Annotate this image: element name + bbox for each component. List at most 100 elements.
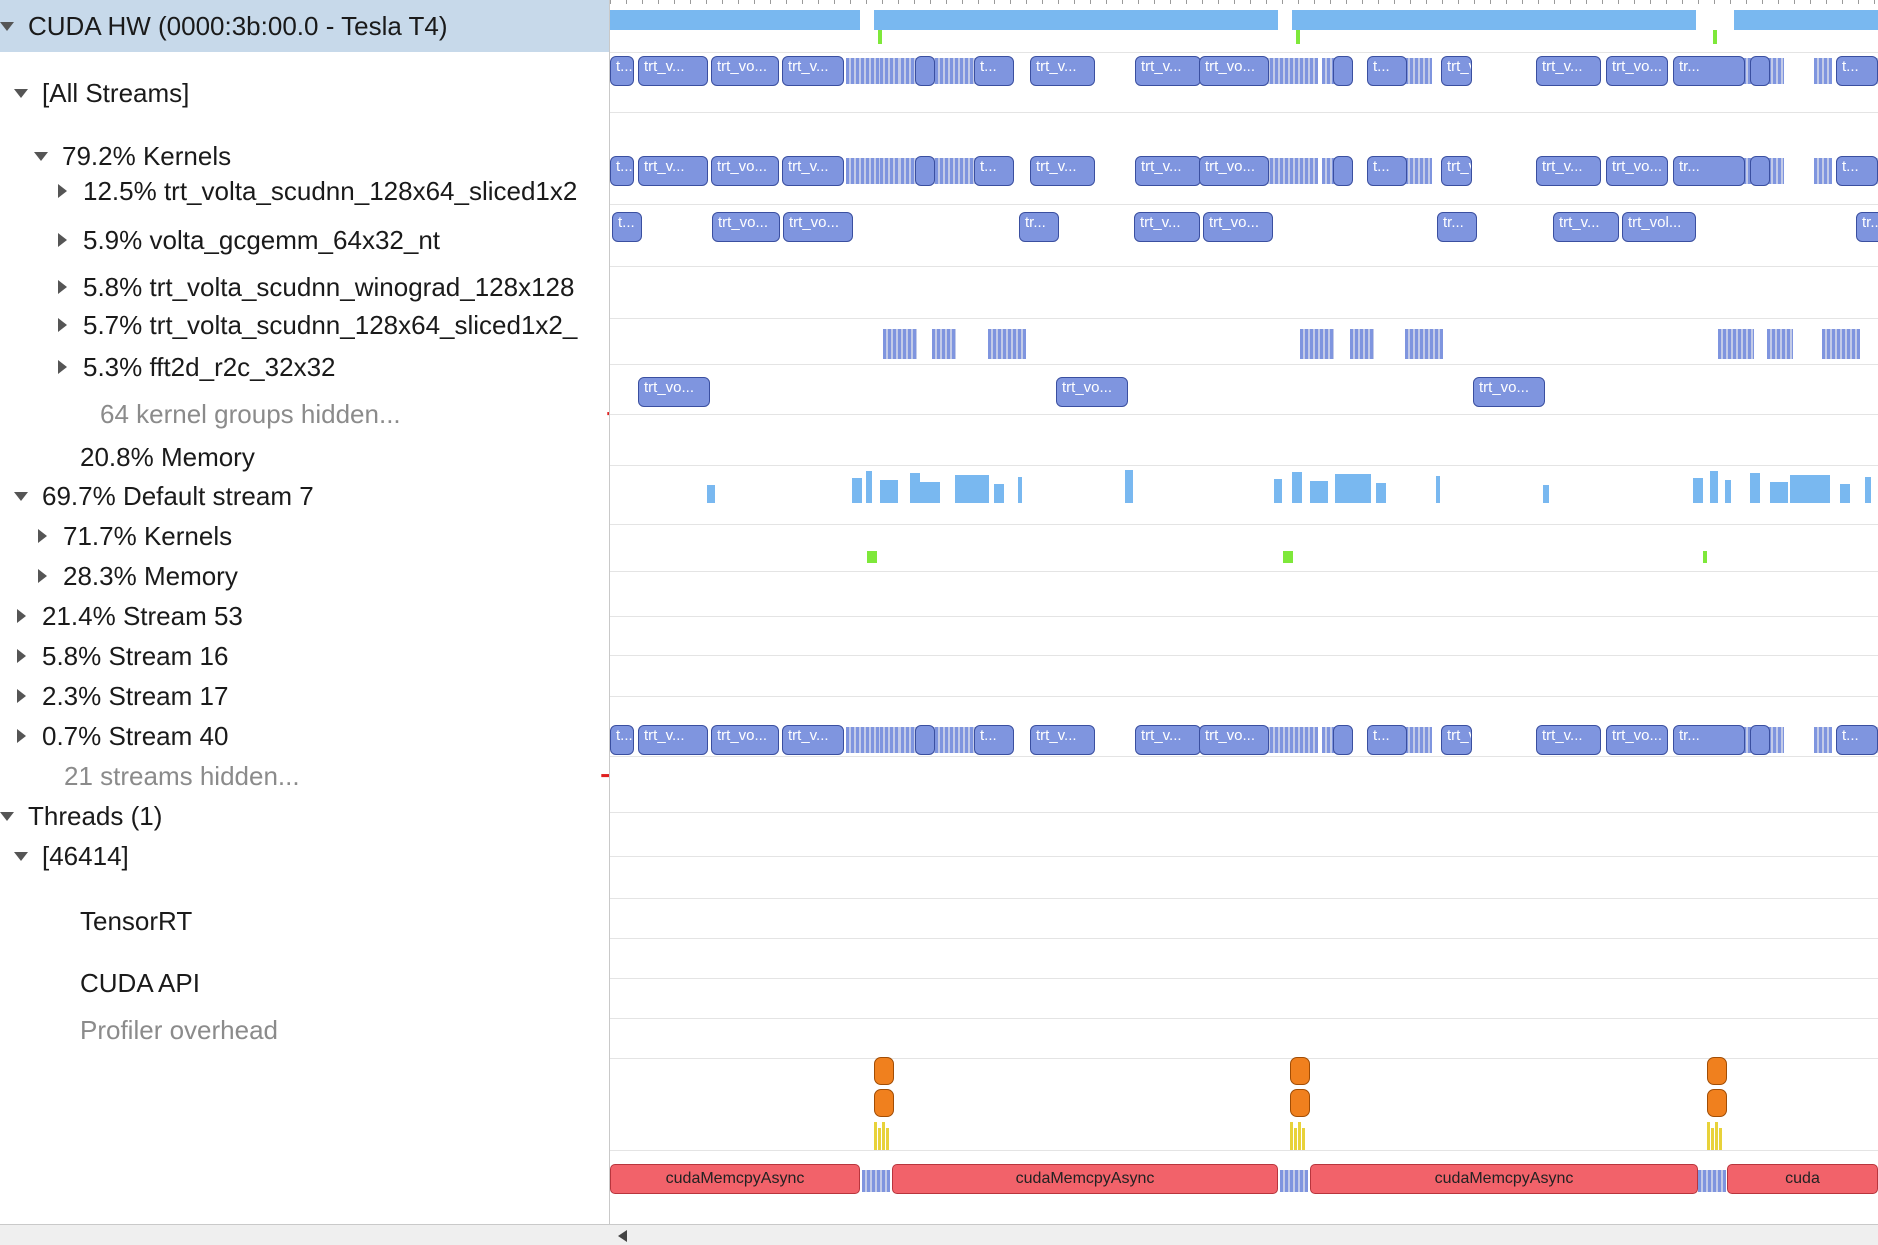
kernels-kernel-block[interactable] [915,156,935,186]
minus-icon[interactable]: − [606,398,609,430]
stream-53-kernel-block[interactable] [915,725,935,755]
stream-53-kernel-block[interactable] [1333,725,1353,755]
sliced-kernel-block[interactable]: t... [612,212,642,242]
expand-triangle-icon[interactable] [58,360,67,374]
tree-row[interactable]: 21.4% Stream 53 [0,596,609,636]
expand-triangle-icon[interactable] [17,729,26,743]
sliced-kernel-block[interactable]: trt_v... [1134,212,1200,242]
tree-row[interactable]: 20.8% Memory [0,435,609,479]
tree-row[interactable]: 71.7% Kernels [0,516,609,556]
cuda-api-call[interactable]: cudaMemcpyAsync [892,1164,1278,1194]
all-streams-kernel-block[interactable]: trt_vo... [711,56,779,86]
kernels-kernel-block[interactable]: trt_v... [638,156,708,186]
expand-triangle-icon[interactable] [17,689,26,703]
tree-row[interactable]: 0.7% Stream 40 [0,716,609,756]
tree-row[interactable]: 5.7% trt_volta_scudnn_128x64_sliced1x2_ [0,303,609,347]
sliced-kernel-block[interactable]: tr... [1856,212,1878,242]
cuda-api-call[interactable]: cudaMemcpyAsync [1310,1164,1698,1194]
horizontal-scrollbar[interactable] [0,1224,1878,1245]
kernels-kernel-block[interactable]: trt_vo... [711,156,779,186]
sliced-kernel-block[interactable]: tr... [1019,212,1059,242]
tree-row[interactable]: [46414] [0,836,609,876]
stream-53-kernel-block[interactable]: trt_vo... [1199,725,1269,755]
stream-53-kernel-block[interactable]: t... [974,725,1014,755]
tensorrt-range-marker[interactable] [1707,1057,1727,1085]
collapse-triangle-icon[interactable] [14,851,28,861]
sliced-kernel-block[interactable]: trt_vol... [1622,212,1696,242]
tree-row[interactable]: 28.3% Memory [0,556,609,596]
tree-row[interactable]: CUDA API [0,952,609,1014]
collapse-triangle-icon[interactable] [34,151,48,161]
expand-triangle-icon[interactable] [58,280,67,294]
all-streams-kernel-block[interactable]: trt_v... [1135,56,1201,86]
tree-row[interactable]: 2.3% Stream 17 [0,676,609,716]
all-streams-kernel-block[interactable]: trt_v... [1441,56,1472,86]
kernels-kernel-block[interactable]: trt_v... [1441,156,1472,186]
stream-53-kernel-block[interactable]: trt_vo... [1606,725,1668,755]
tree-row[interactable]: 79.2% Kernels ↔ [0,125,609,187]
tensorrt-range-marker[interactable] [874,1057,894,1085]
stream-53-kernel-block[interactable]: trt_v... [638,725,708,755]
stream-53-kernel-block[interactable]: t... [1836,725,1878,755]
timeline-lanes-panel[interactable]: t... trt_v... trt_vo... trt_v... t... trt_v..… [610,0,1878,1224]
sliced-kernel-block[interactable]: trt_vo... [1203,212,1273,242]
collapse-triangle-icon[interactable] [0,811,14,821]
sliced-kernel-block[interactable]: trt_vo... [638,377,710,407]
all-streams-kernel-block[interactable]: tr... [1673,56,1745,86]
all-streams-kernel-block[interactable]: trt_v... [782,56,844,86]
kernels-kernel-block[interactable]: t... [1836,156,1878,186]
stream-53-kernel-block[interactable]: trt_v... [1441,725,1472,755]
sliced-kernel-block[interactable]: trt_v... [1553,212,1619,242]
stream-53-kernel-block[interactable]: t... [610,725,634,755]
tensorrt-range-marker[interactable] [874,1089,894,1117]
stream-53-kernel-block[interactable]: trt_v... [782,725,844,755]
expand-triangle-icon[interactable] [17,649,26,663]
all-streams-kernel-block[interactable] [915,56,935,86]
kernels-kernel-block[interactable]: trt_vo... [1199,156,1269,186]
tree-row[interactable]: 5.9% volta_gcgemm_64x32_nt [0,215,609,265]
stream-53-kernel-block[interactable]: trt_vo... [711,725,779,755]
expand-triangle-icon[interactable] [38,529,47,543]
cuda-api-call[interactable]: cuda [1727,1164,1878,1194]
kernels-kernel-block[interactable]: trt_v... [1135,156,1201,186]
kernels-kernel-block[interactable]: t... [610,156,634,186]
tree-row[interactable]: TensorRT [0,890,609,952]
all-streams-kernel-block[interactable]: trt_v... [1030,56,1095,86]
all-streams-kernel-block[interactable]: trt_vo... [1606,56,1668,86]
tree-row[interactable]: Threads (1) [0,796,609,836]
all-streams-kernel-block[interactable]: trt_v... [638,56,708,86]
tree-row[interactable]: 21 streams hidden... −+ [0,756,609,796]
all-streams-kernel-block[interactable]: trt_v... [1536,56,1601,86]
stream-53-kernel-block[interactable]: t... [1367,725,1407,755]
kernels-kernel-block[interactable]: t... [974,156,1014,186]
all-streams-kernel-block[interactable]: t... [974,56,1014,86]
cuda-api-call[interactable]: cudaMemcpyAsync [610,1164,860,1194]
tree-row[interactable]: 5.8% Stream 16 [0,636,609,676]
expand-triangle-icon[interactable] [58,318,67,332]
all-streams-kernel-block[interactable]: trt_vo... [1199,56,1269,86]
kernels-kernel-block[interactable]: tr... [1673,156,1745,186]
kernels-kernel-block[interactable]: t... [1367,156,1407,186]
tree-row[interactable]: 5.8% trt_volta_scudnn_winograd_128x128 [0,264,609,310]
kernels-kernel-block[interactable]: trt_vo... [1606,156,1668,186]
scroll-left-arrow-icon[interactable] [618,1230,627,1242]
all-streams-kernel-block[interactable] [1750,56,1770,86]
stream-53-kernel-block[interactable]: trt_v... [1030,725,1095,755]
sliced-kernel-block[interactable]: trt_vo... [1056,377,1128,407]
tree-row[interactable]: [All Streams] [0,62,609,124]
tree-row[interactable]: CUDA HW (0000:3b:00.0 - Tesla T4) [0,0,609,52]
tensorrt-range-marker[interactable] [1290,1057,1310,1085]
expand-triangle-icon[interactable] [58,184,67,198]
kernels-kernel-block[interactable] [1750,156,1770,186]
tree-row[interactable]: 12.5% trt_volta_scudnn_128x64_sliced1x2 [0,168,609,214]
stream-53-kernel-block[interactable] [1750,725,1770,755]
tree-row[interactable]: Profiler overhead [0,1008,609,1052]
expand-triangle-icon[interactable] [17,609,26,623]
sliced-kernel-block[interactable]: trt_vo... [712,212,780,242]
collapse-triangle-icon[interactable] [14,88,28,98]
tensorrt-range-marker[interactable] [1290,1089,1310,1117]
sliced-kernel-block[interactable]: trt_vo... [1473,377,1545,407]
time-ruler[interactable] [610,0,1878,4]
sliced-kernel-block[interactable]: trt_vo... [783,212,853,242]
kernels-kernel-block[interactable]: trt_v... [1030,156,1095,186]
